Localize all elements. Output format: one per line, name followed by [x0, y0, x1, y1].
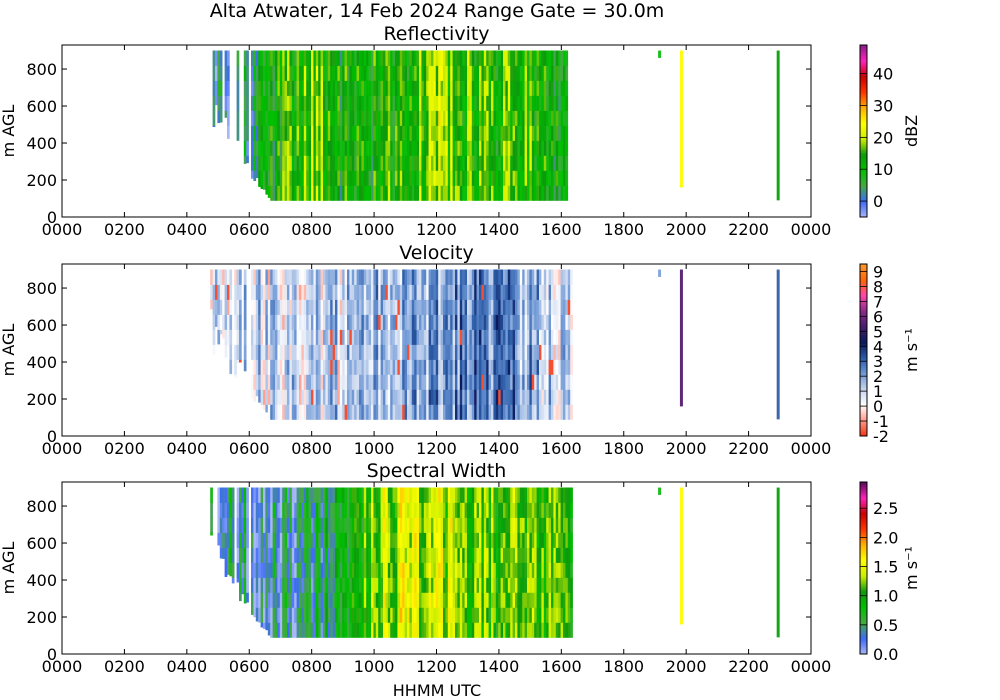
- spectral-width-colorbar: 0.0 0.5 1.0 1.5 2.0 2.5 m s⁻¹: [859, 481, 921, 664]
- y-tick-label: 200: [26, 390, 57, 409]
- x-tick-label: 0800: [291, 220, 332, 239]
- velocity-title: Velocity: [399, 242, 474, 264]
- x-tick-label: 0200: [104, 439, 145, 458]
- y-tick-label: 0: [47, 208, 57, 227]
- colorbar-tick-label: 0.0: [873, 645, 898, 664]
- colorbar-tick-label: 2.5: [873, 499, 898, 518]
- x-tick-label: 0000: [791, 220, 832, 239]
- x-tick-label: 2000: [666, 439, 707, 458]
- x-axis-label: HHMM UTC: [393, 681, 481, 700]
- y-tick-label: 800: [26, 497, 57, 516]
- figure-suptitle: Alta Atwater, 14 Feb 2024 Range Gate = 3…: [210, 0, 665, 22]
- y-tick-label: 200: [26, 171, 57, 190]
- x-tick-label: 0800: [291, 439, 332, 458]
- x-tick-label: 0000: [42, 220, 83, 239]
- colorbar-tick-label: 10: [873, 160, 893, 179]
- y-tick-label: 400: [26, 134, 57, 153]
- reflectivity-title: Reflectivity: [383, 23, 489, 45]
- y-tick-label: 400: [26, 353, 57, 372]
- y-tick-label: 600: [26, 97, 57, 116]
- x-tick-label: 0400: [166, 220, 207, 239]
- x-tick-label: 2200: [728, 657, 769, 676]
- x-tick-label: 0000: [42, 439, 83, 458]
- colorbar-tick-label: -2: [873, 427, 889, 446]
- colorbar-tick-label: 20: [873, 128, 893, 147]
- x-tick-label: 0600: [229, 220, 270, 239]
- x-tick-label: 0000: [42, 657, 83, 676]
- y-tick-label: 800: [26, 60, 57, 79]
- x-tick-label: 0200: [104, 657, 145, 676]
- spectral-width-heatmap: [210, 487, 780, 638]
- colorbar-tick-label: 5: [873, 322, 883, 341]
- x-tick-label: 0400: [166, 439, 207, 458]
- y-tick-label: 0: [47, 427, 57, 446]
- x-tick-label: 2000: [666, 220, 707, 239]
- colorbar-tick-label: 0: [873, 192, 883, 211]
- colorbar-tick-label: 2.0: [873, 528, 898, 547]
- colorbar-tick-label: 7: [873, 292, 883, 311]
- colorbar-tick-label: 6: [873, 307, 883, 326]
- x-tick-label: 2200: [728, 439, 769, 458]
- reflectivity-colorbar-label: dBZ: [902, 115, 921, 147]
- y-tick-label: 0: [47, 645, 57, 664]
- velocity-heatmap: [210, 269, 780, 420]
- y-tick-label: 600: [26, 534, 57, 553]
- x-tick-label: 1400: [479, 657, 520, 676]
- colorbar-tick-label: 1.5: [873, 558, 898, 577]
- y-tick-label: 600: [26, 316, 57, 335]
- y-tick-label: 200: [26, 608, 57, 627]
- x-tick-label: 0400: [166, 657, 207, 676]
- velocity-y-label: m AGL: [0, 324, 18, 377]
- colorbar-tick-label: 8: [873, 277, 883, 296]
- colorbar-tick-label: 1.0: [873, 587, 898, 606]
- colorbar-tick-label: 40: [873, 65, 893, 84]
- x-tick-label: 1600: [541, 657, 582, 676]
- colorbar-tick-label: 0.5: [873, 616, 898, 635]
- x-tick-label: 1200: [416, 657, 457, 676]
- x-tick-label: 1400: [479, 220, 520, 239]
- x-tick-label: 1800: [603, 439, 644, 458]
- x-tick-label: 1600: [541, 439, 582, 458]
- colorbar-tick-label: 0: [873, 397, 883, 416]
- colorbar-tick-label: 30: [873, 97, 893, 116]
- x-tick-label: 0200: [104, 220, 145, 239]
- spectral-width-colorbar-label: m s⁻¹: [902, 546, 921, 590]
- x-tick-label: 1000: [354, 657, 395, 676]
- x-tick-label: 1400: [479, 439, 520, 458]
- x-tick-label: 1000: [354, 220, 395, 239]
- colorbar-tick-label: 4: [873, 337, 883, 356]
- colorbar-tick-label: 3: [873, 352, 883, 371]
- y-tick-label: 400: [26, 571, 57, 590]
- colorbar-tick-label: 2: [873, 367, 883, 386]
- x-tick-label: 1200: [416, 220, 457, 239]
- reflectivity-heatmap: [212, 50, 780, 201]
- x-tick-label: 2000: [666, 657, 707, 676]
- x-tick-label: 1800: [603, 220, 644, 239]
- colorbar-tick-label: 1: [873, 382, 883, 401]
- colorbar-tick-label: -1: [873, 412, 889, 431]
- x-tick-label: 1800: [603, 657, 644, 676]
- x-tick-label: 1000: [354, 439, 395, 458]
- velocity-colorbar-label: m s⁻¹: [902, 328, 921, 372]
- x-tick-label: 0000: [791, 657, 832, 676]
- x-tick-label: 1200: [416, 439, 457, 458]
- colorbar-tick-label: 9: [873, 262, 883, 281]
- y-tick-label: 800: [26, 279, 57, 298]
- x-tick-label: 0000: [791, 439, 832, 458]
- x-tick-label: 1600: [541, 220, 582, 239]
- x-tick-label: 0600: [229, 657, 270, 676]
- reflectivity-colorbar: 0 10 20 30 40 dBZ: [859, 44, 921, 218]
- x-tick-label: 0600: [229, 439, 270, 458]
- spectral-width-y-label: m AGL: [0, 542, 18, 595]
- spectral-width-title: Spectral Width: [367, 460, 507, 482]
- x-tick-label: 0800: [291, 657, 332, 676]
- reflectivity-y-label: m AGL: [0, 105, 18, 158]
- x-tick-label: 2200: [728, 220, 769, 239]
